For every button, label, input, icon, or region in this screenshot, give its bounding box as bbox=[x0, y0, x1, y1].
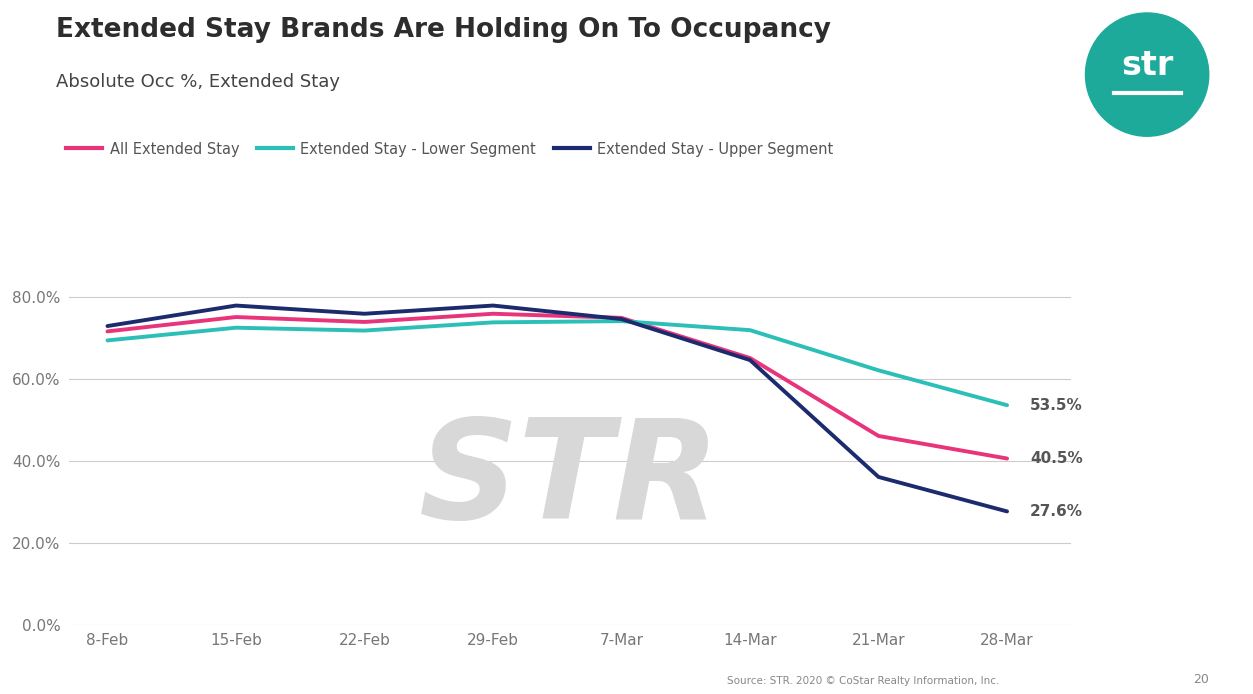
Text: 40.5%: 40.5% bbox=[1030, 451, 1083, 466]
Text: Source: STR. 2020 © CoStar Realty Information, Inc.: Source: STR. 2020 © CoStar Realty Inform… bbox=[727, 676, 999, 686]
Text: str: str bbox=[1121, 49, 1173, 82]
Text: 20: 20 bbox=[1193, 672, 1209, 686]
Text: Extended Stay Brands Are Holding On To Occupancy: Extended Stay Brands Are Holding On To O… bbox=[56, 17, 832, 43]
Text: STR: STR bbox=[420, 413, 720, 548]
Circle shape bbox=[1085, 13, 1209, 136]
Legend: All Extended Stay, Extended Stay - Lower Segment, Extended Stay - Upper Segment: All Extended Stay, Extended Stay - Lower… bbox=[60, 136, 840, 162]
Text: Absolute Occ %, Extended Stay: Absolute Occ %, Extended Stay bbox=[56, 73, 341, 91]
Text: 27.6%: 27.6% bbox=[1030, 504, 1083, 519]
Text: 53.5%: 53.5% bbox=[1030, 398, 1083, 413]
